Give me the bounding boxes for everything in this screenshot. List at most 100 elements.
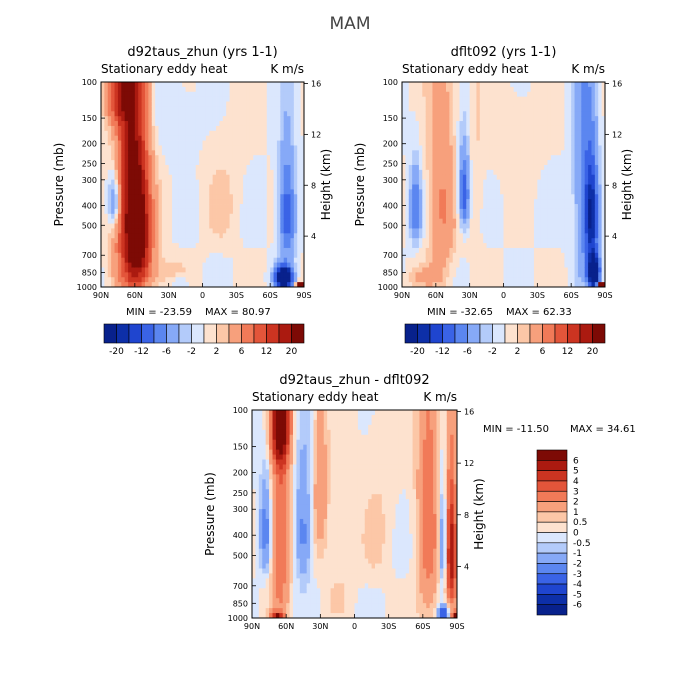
heat-cell bbox=[445, 247, 450, 254]
heat-cell bbox=[236, 257, 241, 263]
heat-cell bbox=[418, 208, 423, 215]
heat-cell bbox=[101, 101, 105, 107]
heat-cell bbox=[510, 91, 515, 98]
heat-cell bbox=[557, 169, 562, 176]
x-tick-label: 60N bbox=[127, 291, 143, 300]
heat-cell bbox=[503, 223, 508, 229]
heat-cell bbox=[523, 262, 528, 268]
heat-cell bbox=[199, 169, 203, 176]
heat-cell bbox=[418, 150, 423, 156]
heat-cell bbox=[533, 257, 538, 263]
heat-cell bbox=[243, 164, 247, 171]
heat-cell bbox=[205, 189, 210, 195]
heat-cell bbox=[293, 155, 298, 161]
heat-cell bbox=[148, 121, 153, 127]
heat-cell bbox=[571, 184, 575, 190]
heat-cell bbox=[165, 111, 170, 117]
heat-cell bbox=[297, 86, 302, 93]
heat-cell bbox=[540, 125, 545, 132]
heat-cell bbox=[246, 101, 251, 107]
heat-cell bbox=[422, 111, 427, 117]
heat-cell bbox=[500, 228, 504, 234]
heat-cell bbox=[523, 184, 528, 190]
heat-cell bbox=[479, 194, 484, 200]
heat-cell bbox=[405, 184, 410, 190]
heat-cell bbox=[266, 155, 271, 161]
heat-cell bbox=[513, 101, 518, 107]
heat-cell bbox=[128, 125, 132, 132]
heat-cell bbox=[564, 155, 569, 161]
heat-cell bbox=[158, 179, 163, 185]
heat-cell bbox=[554, 238, 559, 244]
heat-cell bbox=[469, 189, 474, 195]
heat-cell bbox=[530, 91, 535, 98]
heat-cell bbox=[456, 160, 460, 166]
heat-cell bbox=[232, 121, 237, 127]
heat-cell bbox=[462, 150, 467, 156]
heat-cell bbox=[412, 135, 416, 141]
heat-cell bbox=[148, 106, 153, 112]
heat-cell bbox=[435, 218, 440, 224]
heat-cell bbox=[547, 121, 552, 127]
heat-cell bbox=[520, 150, 525, 156]
heat-cell bbox=[456, 150, 460, 156]
heat-cell bbox=[276, 140, 281, 146]
heat-cell bbox=[473, 174, 477, 181]
heat-cell bbox=[232, 223, 237, 229]
heat-cell bbox=[466, 252, 471, 259]
heat-cell bbox=[574, 111, 579, 117]
heat-cell bbox=[202, 169, 207, 176]
heat-cell bbox=[581, 155, 586, 161]
heat-cell bbox=[195, 223, 200, 229]
heat-cell bbox=[216, 164, 220, 171]
heat-cell bbox=[290, 150, 295, 156]
heat-cell bbox=[185, 91, 190, 98]
heat-cell bbox=[155, 111, 159, 117]
heat-cell bbox=[117, 184, 122, 190]
heat-cell bbox=[199, 223, 203, 229]
heat-cell bbox=[503, 238, 508, 244]
heat-cell bbox=[459, 121, 464, 127]
heat-cell bbox=[246, 204, 251, 210]
heat-cell bbox=[594, 223, 599, 229]
heat-cell bbox=[523, 194, 528, 200]
heat-cell bbox=[232, 238, 237, 244]
heat-cell bbox=[104, 257, 109, 263]
heat-cell bbox=[128, 272, 132, 278]
heat-cell bbox=[561, 82, 565, 88]
heat-cell bbox=[128, 267, 132, 273]
heat-cell bbox=[209, 204, 214, 210]
heat-cell bbox=[283, 111, 288, 117]
heat-cell bbox=[452, 228, 457, 234]
heat-cell bbox=[104, 272, 109, 278]
heat-cell bbox=[290, 243, 295, 249]
heat-cell bbox=[435, 155, 440, 161]
heat-cell bbox=[520, 267, 525, 273]
heat-cell bbox=[158, 135, 163, 141]
heat-cell bbox=[148, 243, 153, 249]
heat-cell bbox=[134, 86, 139, 93]
heat-cell bbox=[581, 184, 586, 190]
heat-cell bbox=[496, 238, 501, 244]
heat-cell bbox=[476, 252, 481, 259]
heat-cell bbox=[567, 140, 572, 146]
heat-cell bbox=[418, 218, 423, 224]
heat-cell bbox=[266, 204, 271, 210]
heat-cell bbox=[161, 111, 166, 117]
heat-cell bbox=[425, 194, 430, 200]
heat-cell bbox=[564, 218, 569, 224]
heat-cell bbox=[577, 164, 582, 171]
heat-cell bbox=[493, 208, 498, 215]
heat-cell bbox=[114, 174, 119, 181]
heat-cell bbox=[293, 121, 298, 127]
heat-cell bbox=[588, 282, 592, 288]
heat-cell bbox=[564, 252, 569, 259]
heat-cell bbox=[148, 111, 153, 117]
heat-cell bbox=[188, 243, 193, 249]
heat-cell bbox=[496, 218, 501, 224]
heat-cell bbox=[192, 174, 197, 181]
heat-cell bbox=[520, 208, 525, 215]
heat-cell bbox=[476, 82, 481, 88]
heat-cell bbox=[263, 121, 268, 127]
heat-cell bbox=[439, 140, 443, 146]
